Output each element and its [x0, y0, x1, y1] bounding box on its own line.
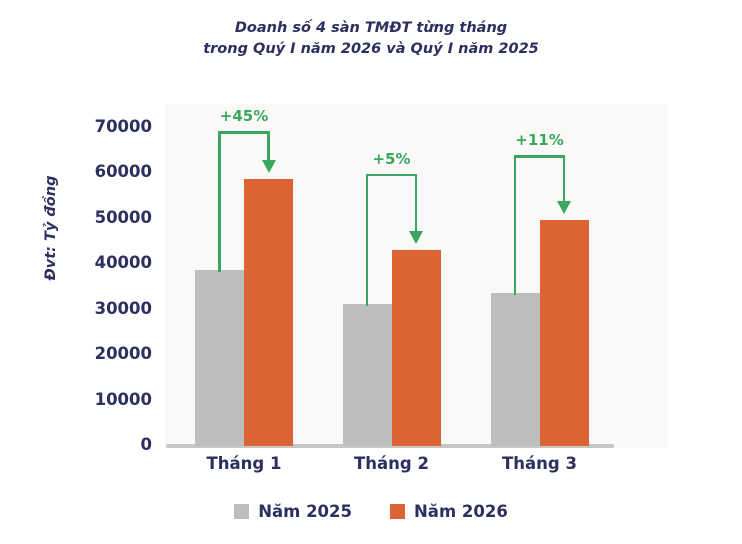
- growth-label-2: +5%: [372, 149, 411, 168]
- chart-title-line2: trong Quý I năm 2026 và Quý I năm 2025: [203, 41, 539, 58]
- bar-nam-2025-1: [195, 270, 244, 446]
- arrow-shaft-3: [562, 155, 566, 203]
- y-tick-label: 70000: [94, 117, 152, 136]
- x-axis-label-2: Tháng 2: [354, 454, 429, 473]
- arrow-shaft-1: [267, 131, 270, 162]
- bracket-top-line-3: [513, 155, 566, 158]
- growth-label-1: +45%: [219, 107, 269, 126]
- legend: Năm 2025 Năm 2026: [0, 502, 742, 521]
- y-tick-label: 0: [140, 435, 152, 454]
- legend-item-nam-2026: Năm 2026: [390, 502, 508, 521]
- bracket-top-line-2: [365, 173, 418, 177]
- growth-label-3: +11%: [515, 131, 564, 150]
- chart-title-line1: Doanh số 4 sàn TMĐT từng tháng: [234, 20, 508, 36]
- bracket-left-line-1: [218, 131, 221, 273]
- y-tick-label: 50000: [94, 207, 152, 227]
- legend-swatch-2026-icon: [390, 504, 405, 519]
- legend-label-2026: Năm 2026: [414, 502, 508, 521]
- y-tick-label: 60000: [94, 162, 152, 182]
- bar-nam-2026-3: [539, 220, 589, 446]
- arrow-head-icon-3: [557, 201, 571, 215]
- y-axis-unit-label: Đvt: Tỷ đồng: [43, 175, 59, 281]
- y-tick-label: 20000: [94, 344, 152, 364]
- legend-label-2025: Năm 2025: [258, 502, 352, 521]
- bar-nam-2025-3: [490, 292, 540, 446]
- bracket-left-line-3: [513, 155, 517, 295]
- bar-nam-2026-1: [244, 179, 293, 446]
- arrow-head-icon-1: [261, 160, 276, 174]
- bar-nam-2025-2: [342, 304, 392, 446]
- y-tick-label: 40000: [94, 253, 152, 273]
- chart-title: Doanh số 4 sàn TMĐT từng tháng trong Quý…: [0, 18, 742, 60]
- legend-swatch-2025-icon: [234, 504, 250, 519]
- arrow-head-icon-2: [409, 230, 423, 244]
- y-tick-label: 30000: [94, 298, 152, 318]
- bar-nam-2026-2: [391, 249, 441, 446]
- bracket-top-line-1: [218, 131, 270, 134]
- arrow-shaft-2: [414, 173, 418, 232]
- y-tick-label: 10000: [94, 389, 152, 409]
- x-axis-label-3: Tháng 3: [502, 454, 577, 473]
- legend-item-nam-2025: Năm 2025: [234, 502, 352, 521]
- x-axis-label-1: Tháng 1: [206, 454, 282, 473]
- bracket-left-line-2: [365, 173, 369, 307]
